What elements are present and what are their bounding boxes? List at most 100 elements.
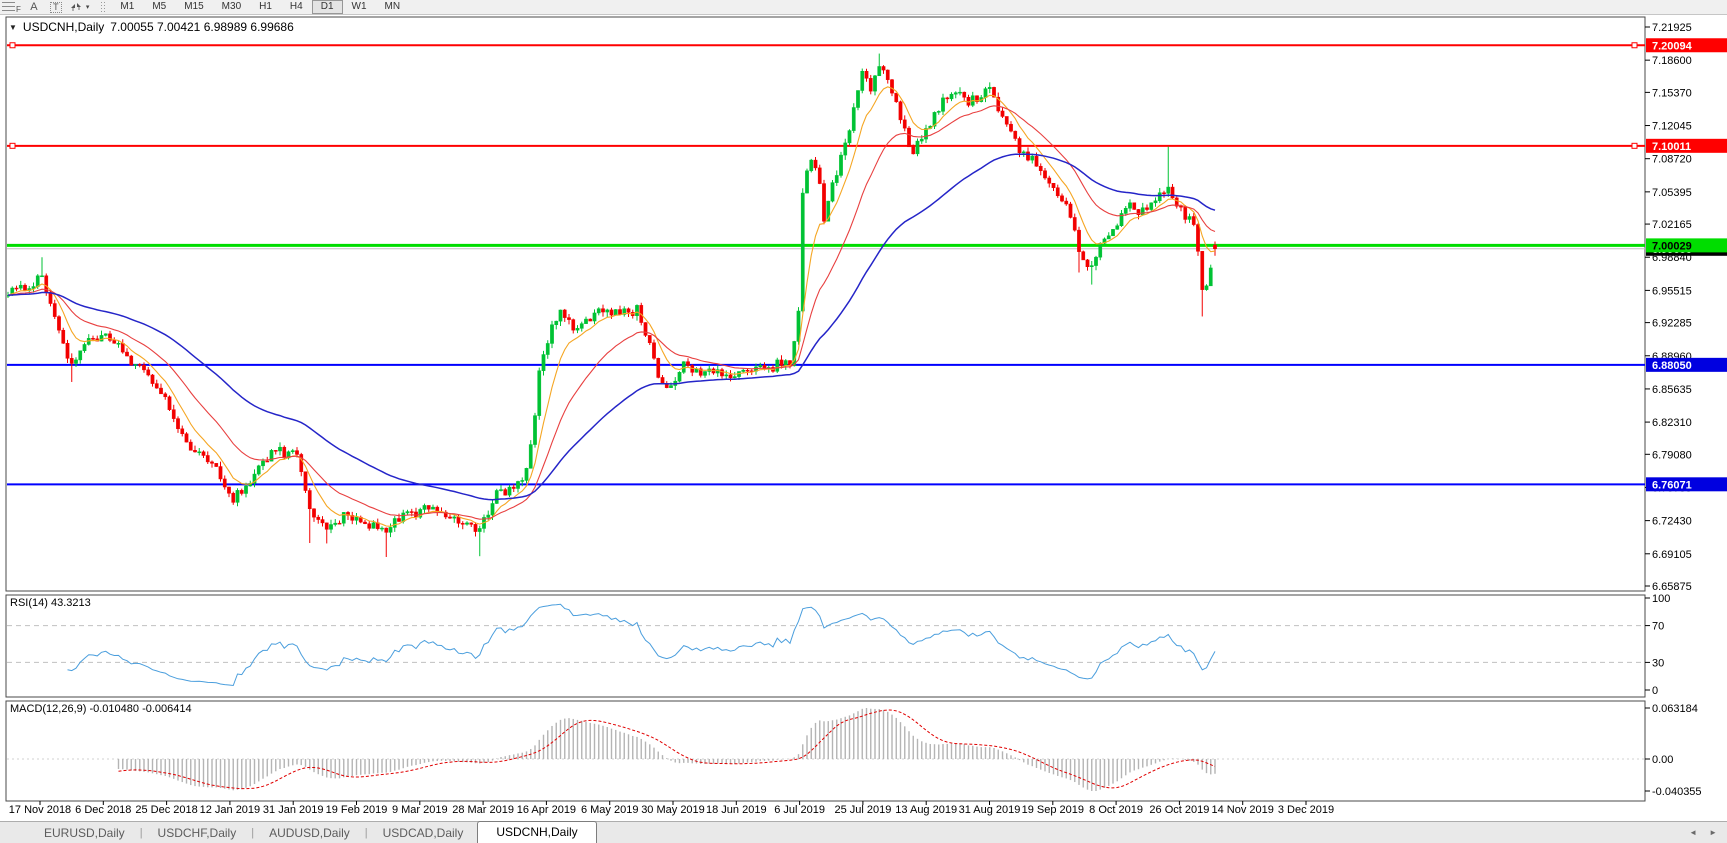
price-badge-7.10011 — [1646, 138, 1727, 153]
svg-text:19 Feb 2019: 19 Feb 2019 — [326, 804, 388, 816]
svg-text:28 Mar 2019: 28 Mar 2019 — [452, 804, 514, 816]
timeframe-h1[interactable]: H1 — [259, 1, 272, 12]
tab-eurusd-daily[interactable]: EURUSD,Daily — [44, 826, 125, 840]
svg-text:100: 100 — [1652, 593, 1670, 605]
price-badge-6.76071 — [1646, 477, 1727, 492]
price-chart[interactable]: 7.21925 7.18600 7.15370 7.12045 7.08720 7.053… — [0, 15, 1727, 821]
tab-audusd-daily[interactable]: AUDUSD,Daily — [269, 826, 350, 840]
chart-window: 7.21925 7.18600 7.15370 7.12045 7.08720 7.053… — [0, 15, 1727, 821]
tab-scroll-right-button[interactable]: ► — [1709, 828, 1717, 837]
tab-scroll-controls: ◄ ► — [1689, 828, 1717, 837]
text-label-icon[interactable]: T — [47, 1, 65, 14]
chevron-down-icon: ▾ — [85, 4, 90, 11]
svg-text:16 Apr 2019: 16 Apr 2019 — [517, 804, 576, 816]
svg-text:7.12045: 7.12045 — [1652, 121, 1692, 133]
toolbar-grip — [101, 1, 106, 13]
svg-text:7.05395: 7.05395 — [1652, 187, 1692, 199]
fibonacci-icon-letter: F — [16, 4, 21, 14]
svg-text:6.92285: 6.92285 — [1652, 318, 1692, 330]
ma-medium-line — [7, 105, 1216, 520]
candles-group — [7, 53, 1217, 558]
tab-divider: | — [139, 827, 143, 839]
chart-tabbar: EURUSD,Daily | USDCHF,Daily | AUDUSD,Daily | U… — [0, 821, 1727, 843]
svg-text:7.18600: 7.18600 — [1652, 55, 1692, 67]
svg-text:6.76071: 6.76071 — [1652, 479, 1692, 491]
tab-divider: | — [251, 827, 255, 839]
timeframe-d1[interactable]: D1 — [311, 0, 343, 14]
timeframe-mn[interactable]: MN — [384, 1, 401, 12]
svg-text:6.82310: 6.82310 — [1652, 417, 1692, 429]
rsi-line — [67, 603, 1216, 687]
line-handle[interactable] — [9, 42, 16, 49]
tab-scroll-left-button[interactable]: ◄ — [1689, 828, 1698, 837]
level-lines — [7, 44, 1645, 486]
tab-usdcnh-daily[interactable]: USDCNH,Daily — [477, 821, 597, 843]
timeframe-m30[interactable]: M30 — [221, 1, 242, 12]
tab-usdcad-daily[interactable]: USDCAD,Daily — [382, 826, 464, 840]
svg-text:7.02165: 7.02165 — [1652, 219, 1692, 231]
line-handle[interactable] — [1631, 42, 1638, 49]
macd-histogram — [117, 708, 1216, 791]
svg-text:70: 70 — [1652, 621, 1664, 633]
timeframe-m5[interactable]: M5 — [152, 1, 167, 12]
svg-text:6.95515: 6.95515 — [1652, 285, 1692, 297]
macd-panel — [5, 700, 1646, 802]
price-badge-7.20094 — [1646, 38, 1727, 53]
chart-title-caret-icon[interactable]: ▼ — [9, 22, 17, 32]
main-panel — [5, 16, 1646, 592]
tab-divider: | — [364, 827, 368, 839]
svg-text:0.00: 0.00 — [1652, 754, 1673, 766]
svg-text:7.00029: 7.00029 — [1652, 240, 1692, 252]
fibonacci-icon[interactable]: F — [2, 1, 21, 14]
timeframe-h4[interactable]: H4 — [289, 1, 303, 12]
line-handle[interactable] — [9, 142, 16, 149]
svg-text:6.88050: 6.88050 — [1652, 360, 1692, 372]
svg-text:25 Jul 2019: 25 Jul 2019 — [834, 804, 891, 816]
svg-text:17 Nov 2018: 17 Nov 2018 — [9, 804, 71, 816]
svg-text:3 Dec 2019: 3 Dec 2019 — [1278, 804, 1334, 816]
macd-label: MACD(12,26,9) -0.010480 -0.006414 — [10, 703, 192, 715]
svg-text:30: 30 — [1652, 657, 1664, 669]
chart-title-ohlc: 7.00055 7.00421 6.98989 6.99686 — [110, 20, 294, 34]
svg-text:6.72430: 6.72430 — [1652, 516, 1692, 528]
svg-text:6 Dec 2018: 6 Dec 2018 — [75, 804, 131, 816]
svg-text:25 Dec 2018: 25 Dec 2018 — [135, 804, 197, 816]
chart-symbol-title: ▼ USDCNH,Daily 7.00055 7.00421 6.98989 6… — [9, 20, 294, 34]
date-axis: 17 Nov 2018 6 Dec 2018 25 Dec 2018 12 Jan 2… — [9, 801, 1334, 816]
price-badges: 7.200947.100116.880506.760716.996867.000… — [1646, 38, 1727, 492]
svg-text:7.10011: 7.10011 — [1652, 141, 1691, 153]
arrows-icon[interactable]: ▾ — [69, 1, 90, 14]
text-icon[interactable]: A — [30, 1, 38, 13]
timeframe-m1[interactable]: M1 — [120, 1, 135, 12]
svg-text:18 Jun 2019: 18 Jun 2019 — [706, 804, 767, 816]
line-handle[interactable] — [1631, 142, 1638, 149]
svg-text:6.79080: 6.79080 — [1652, 449, 1692, 461]
svg-text:19 Sep 2019: 19 Sep 2019 — [1022, 804, 1084, 816]
toolbar: F A T ▾ M1 M5 M15 M30 H1 H4 D1 W1 MN — [0, 0, 1727, 15]
svg-text:6 May 2019: 6 May 2019 — [581, 804, 638, 816]
ma-fast-line — [7, 86, 1216, 527]
svg-text:-0.040355: -0.040355 — [1652, 786, 1702, 798]
tab-usdchf-daily[interactable]: USDCHF,Daily — [157, 826, 237, 840]
timeframe-m15[interactable]: M15 — [184, 1, 204, 12]
rsi-label: RSI(14) 43.3213 — [10, 597, 91, 609]
svg-text:6 Jul 2019: 6 Jul 2019 — [774, 804, 825, 816]
svg-text:13 Aug 2019: 13 Aug 2019 — [895, 804, 957, 816]
svg-text:31 Jan 2019: 31 Jan 2019 — [263, 804, 324, 816]
svg-text:26 Oct 2019: 26 Oct 2019 — [1149, 804, 1209, 816]
svg-text:6.85635: 6.85635 — [1652, 384, 1692, 396]
svg-text:0.063184: 0.063184 — [1652, 703, 1698, 715]
arrows-icon-glyph — [70, 3, 81, 11]
timeframe-w1[interactable]: W1 — [351, 1, 367, 12]
svg-text:7.15370: 7.15370 — [1652, 87, 1692, 99]
svg-text:30 May 2019: 30 May 2019 — [641, 804, 705, 816]
svg-text:14 Nov 2019: 14 Nov 2019 — [1212, 804, 1274, 816]
svg-text:7.08720: 7.08720 — [1652, 154, 1692, 166]
svg-text:7.20094: 7.20094 — [1652, 40, 1693, 52]
ma-slow-line — [7, 153, 1216, 501]
rsi-panel — [5, 594, 1646, 698]
svg-text:7.21925: 7.21925 — [1652, 22, 1692, 34]
svg-text:31 Aug 2019: 31 Aug 2019 — [959, 804, 1021, 816]
svg-text:9 Mar 2019: 9 Mar 2019 — [392, 804, 448, 816]
svg-text:6.65875: 6.65875 — [1652, 581, 1692, 593]
